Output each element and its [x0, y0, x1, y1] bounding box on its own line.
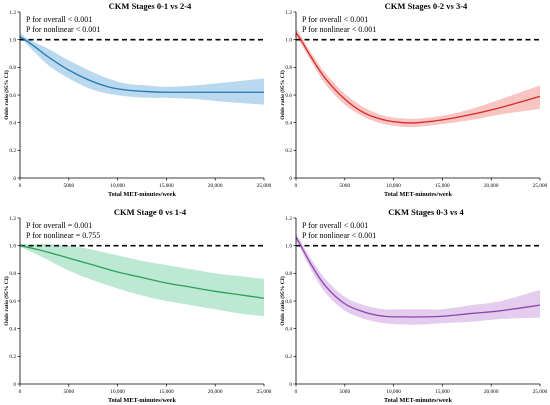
y-tick-label: 0 — [13, 176, 16, 182]
panel-title: CKM Stages 0-3 vs 4 — [388, 207, 464, 217]
confidence-band — [20, 32, 264, 105]
y-tick-label: 0.4 — [285, 326, 292, 332]
x-tick-label: 15,000 — [435, 183, 450, 189]
x-tick-label: 25,000 — [257, 183, 272, 189]
y-tick-label: 1.2 — [285, 216, 292, 222]
x-tick-label: 25,000 — [533, 183, 548, 189]
x-tick-label: 5000 — [340, 389, 351, 395]
y-axis-label: Odds ratio (95% CI) — [279, 276, 286, 326]
y-axis-label: Odds ratio (95% CI) — [279, 70, 286, 120]
odds-ratio-line — [295, 32, 541, 124]
x-axis-label: Total MET-minutes/week — [384, 397, 452, 404]
x-tick-label: 10,000 — [110, 389, 125, 395]
x-tick-label: 25,000 — [533, 389, 548, 395]
panel-4: CKM Stages 0-3 vs 4 0 0.2 0.4 0.6 0.8 1.0 1.2 0 5… — [279, 207, 548, 404]
panel-title: CKM Stage 0 vs 1-4 — [114, 207, 187, 217]
p-value-annotation: P for overall < 0.001 — [302, 221, 368, 230]
confidence-band — [296, 233, 540, 325]
y-tick-label: 0.6 — [285, 299, 292, 305]
y-axis-label: Odds ratio (95% CI) — [3, 70, 10, 120]
y-axis-label: Odds ratio (95% CI) — [3, 276, 10, 326]
y-tick-label: 0.8 — [285, 65, 292, 71]
x-tick-label: 0 — [295, 389, 298, 395]
odds-ratio-line — [19, 36, 264, 93]
y-tick-label: 0.6 — [9, 299, 16, 305]
x-tick-label: 5000 — [340, 183, 351, 189]
x-tick-label: 0 — [295, 183, 298, 189]
y-tick-label: 0 — [289, 176, 292, 182]
p-value-annotation: P for nonlinear < 0.001 — [302, 231, 376, 240]
y-tick-label: 0 — [13, 382, 16, 388]
confidence-band — [296, 28, 540, 128]
p-value-annotation: P for nonlinear = 0.755 — [26, 231, 100, 240]
p-value-annotation: P for overall = 0.001 — [26, 221, 92, 230]
x-tick-label: 15,000 — [435, 389, 450, 395]
y-tick-label: 1.0 — [285, 243, 292, 249]
x-axis-label: Total MET-minutes/week — [108, 397, 176, 404]
y-tick-label: 0.4 — [9, 326, 16, 332]
odds-ratio-line — [295, 237, 541, 318]
p-value-annotation: P for nonlinear < 0.001 — [26, 25, 100, 34]
p-value-annotation: P for overall < 0.001 — [302, 15, 368, 24]
y-tick-label: 0.8 — [285, 271, 292, 277]
x-tick-label: 10,000 — [386, 389, 401, 395]
odds-ratio-line — [19, 245, 265, 299]
panel-title: CKM Stages 0-1 vs 2-4 — [109, 1, 192, 11]
y-tick-label: 1.0 — [9, 37, 16, 43]
y-tick-label: 1.0 — [285, 37, 292, 43]
y-tick-label: 0.6 — [9, 93, 16, 99]
x-tick-label: 20,000 — [484, 183, 499, 189]
x-tick-label: 5000 — [64, 389, 75, 395]
panel-title: CKM Stages 0-2 vs 3-4 — [385, 1, 468, 11]
y-tick-label: 0.4 — [9, 120, 16, 126]
x-tick-label: 0 — [19, 183, 22, 189]
x-tick-label: 10,000 — [110, 183, 125, 189]
y-tick-label: 0.2 — [285, 148, 292, 154]
x-axis-label: Total MET-minutes/week — [384, 191, 452, 198]
x-tick-label: 20,000 — [208, 389, 223, 395]
p-value-annotation: P for nonlinear < 0.001 — [302, 25, 376, 34]
x-tick-label: 0 — [19, 389, 22, 395]
x-tick-label: 5000 — [64, 183, 75, 189]
x-tick-label: 20,000 — [208, 183, 223, 189]
y-tick-label: 0.2 — [9, 148, 16, 154]
y-tick-label: 0.2 — [9, 354, 16, 360]
x-tick-label: 15,000 — [159, 183, 174, 189]
y-tick-label: 1.2 — [285, 10, 292, 16]
panel-1: CKM Stages 0-1 vs 2-4 0 0.2 0.4 0.6 0.8 1.0 1.2… — [3, 1, 272, 198]
y-tick-label: 0.8 — [9, 271, 16, 277]
x-tick-label: 10,000 — [386, 183, 401, 189]
y-tick-label: 0.6 — [285, 93, 292, 99]
y-tick-label: 1.2 — [9, 216, 16, 222]
y-tick-label: 1.2 — [9, 10, 16, 16]
x-tick-label: 20,000 — [484, 389, 499, 395]
y-tick-label: 0.2 — [285, 354, 292, 360]
y-tick-label: 0.4 — [285, 120, 292, 126]
p-value-annotation: P for overall < 0.001 — [26, 15, 92, 24]
panel-2: CKM Stages 0-2 vs 3-4 0 0.2 0.4 0.6 0.8 1.0 1.2… — [279, 1, 548, 198]
y-tick-label: 0.8 — [9, 65, 16, 71]
y-tick-label: 1.0 — [9, 243, 16, 249]
panel-3: CKM Stage 0 vs 1-4 0 0.2 0.4 0.6 0.8 1.0 1.2 0 50… — [3, 207, 272, 404]
x-axis-label: Total MET-minutes/week — [108, 191, 176, 198]
y-tick-label: 0 — [289, 382, 292, 388]
x-tick-label: 15,000 — [159, 389, 174, 395]
x-tick-label: 25,000 — [257, 389, 272, 395]
